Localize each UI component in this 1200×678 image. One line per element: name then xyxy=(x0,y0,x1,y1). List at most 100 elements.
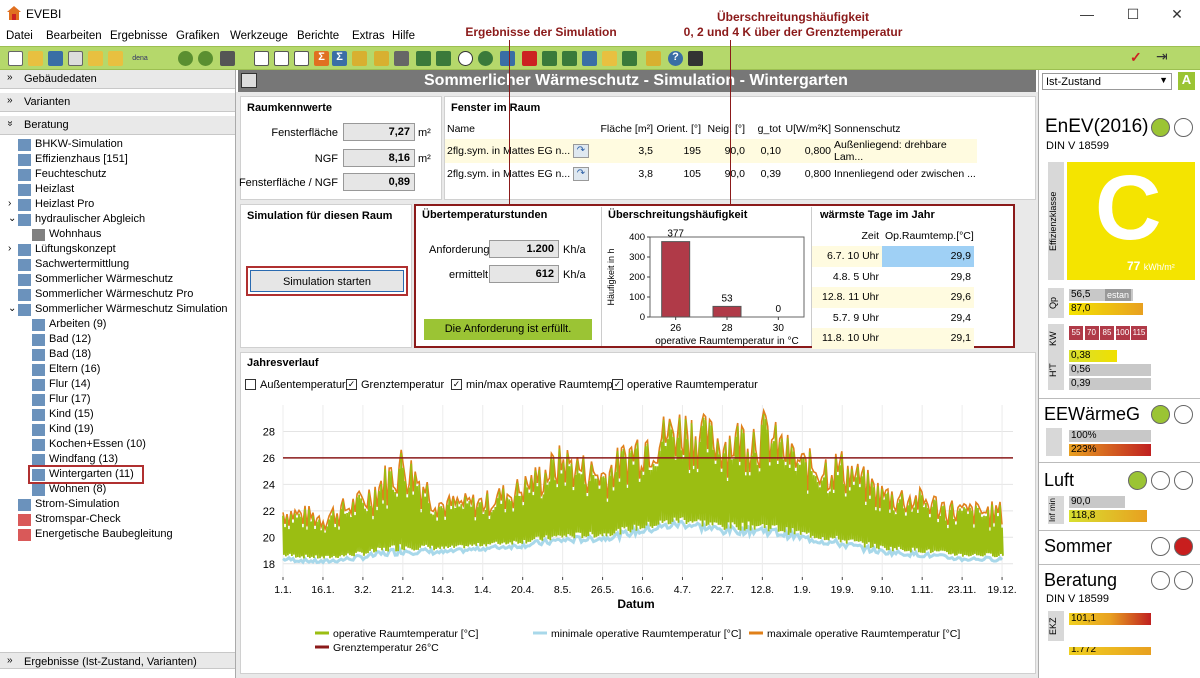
x-tick-label: 16.1. xyxy=(311,584,334,596)
house-icon[interactable] xyxy=(562,51,577,66)
fensterflaeche-unit: m² xyxy=(418,127,431,139)
checkbox[interactable]: ✓ xyxy=(612,379,623,390)
section-beratung[interactable]: » Beratung xyxy=(0,116,235,135)
fensterflaeche-label: Fensterfläche xyxy=(271,127,338,139)
exit-icon[interactable]: ⇥ xyxy=(1156,48,1168,64)
menu-grafiken[interactable]: Grafiken xyxy=(176,30,220,42)
beratung-title: Beratung xyxy=(1044,570,1118,590)
maximize-button[interactable]: ☐ xyxy=(1126,5,1140,22)
page-icon[interactable] xyxy=(294,51,309,66)
anforderung-value: 1.200 xyxy=(489,240,559,258)
fan-icon[interactable] xyxy=(458,51,473,66)
max-temp-line xyxy=(282,407,1003,533)
new-file-icon[interactable] xyxy=(8,51,23,66)
qp-label: Qp xyxy=(1048,288,1064,318)
table-row[interactable]: 6.7. 10 Uhr 29,9 xyxy=(812,246,974,267)
ratio-label: Fensterfläche / NGF xyxy=(238,177,338,189)
wand-icon[interactable] xyxy=(220,51,235,66)
checkbox[interactable]: ✓ xyxy=(451,379,462,390)
report-icon[interactable] xyxy=(274,51,289,66)
edit-window-icon[interactable]: ↷ xyxy=(573,166,589,181)
simulation-start-button[interactable]: Simulation starten xyxy=(250,270,404,292)
status-green-circle xyxy=(1151,118,1170,137)
section-varianten[interactable]: » Varianten xyxy=(0,93,235,112)
tool-a-icon[interactable] xyxy=(416,51,431,66)
kw-bar: 85 xyxy=(1100,326,1114,340)
redo-icon[interactable] xyxy=(198,51,213,66)
check-tool-icon[interactable] xyxy=(542,51,557,66)
copy-icon[interactable] xyxy=(68,51,83,66)
table-row[interactable]: 2flg.sym. in Mattes EG n... ↷ 3,8 105 90… xyxy=(447,166,976,181)
tool-b-icon[interactable] xyxy=(436,51,451,66)
expander-icon[interactable]: ⌄ xyxy=(8,303,17,314)
menu-datei[interactable]: Datei xyxy=(6,30,33,42)
dena-icon[interactable]: dena xyxy=(128,51,152,66)
table-row[interactable]: 4.8. 5 Uhr 29,8 xyxy=(812,266,974,287)
table-row[interactable]: 5.7. 9 Uhr 29,4 xyxy=(812,307,974,328)
variant-select[interactable]: Ist-Zustand ▼ xyxy=(1042,73,1172,90)
calculator-icon[interactable] xyxy=(688,51,703,66)
expander-icon[interactable]: › xyxy=(8,243,12,254)
euro-icon[interactable] xyxy=(582,51,597,66)
chevron-right-icon: » xyxy=(7,655,13,666)
checkbox[interactable]: ✓ xyxy=(346,379,357,390)
efficiency-value: 77 kWh/m² xyxy=(1127,259,1175,273)
bar xyxy=(661,241,691,318)
sum-icon[interactable]: Σ xyxy=(314,51,329,66)
table-row[interactable]: 12.8. 11 Uhr 29,6 xyxy=(812,287,974,308)
chevron-down-icon: » xyxy=(4,120,16,127)
status-green-circle xyxy=(1128,471,1147,490)
y-tick-label: 300 xyxy=(629,252,645,263)
menu-extras[interactable]: Extras xyxy=(352,30,385,42)
ermittelt-value: 612 xyxy=(489,265,559,283)
menu-hilfe[interactable]: Hilfe xyxy=(392,30,416,42)
sun-icon[interactable] xyxy=(500,51,515,66)
y-tick-label: 100 xyxy=(629,292,645,303)
menu-werkzeuge[interactable]: Werkzeuge xyxy=(230,30,288,42)
save-icon[interactable] xyxy=(48,51,63,66)
power-icon[interactable] xyxy=(522,51,537,66)
document-icon[interactable] xyxy=(254,51,269,66)
folder-icon[interactable] xyxy=(108,51,123,66)
app-logo-icon xyxy=(7,6,21,20)
menu-ergebnisse[interactable]: Ergebnisse xyxy=(110,30,168,42)
x-tick-label: 3.2. xyxy=(354,584,372,596)
help-icon[interactable]: ? xyxy=(668,51,683,66)
menu-berichte[interactable]: Berichte xyxy=(297,30,340,42)
edit-window-icon[interactable]: ↷ xyxy=(573,144,589,158)
assistant-a-icon[interactable]: A xyxy=(1178,72,1195,90)
undo-icon[interactable] xyxy=(178,51,193,66)
confirm-icon[interactable]: ✓ xyxy=(1130,49,1142,65)
hierarchy-icon[interactable] xyxy=(352,51,367,66)
series-toggles: Außentemperatur ✓ Grenztemperatur ✓ min/ma… xyxy=(245,379,845,393)
x-tick-label: 12.8. xyxy=(751,584,774,596)
ht-bar-2: 0,56 xyxy=(1069,364,1151,376)
ht-bar-1: 0,38 xyxy=(1069,350,1117,362)
table-row[interactable]: 2flg.sym. in Mattes EG n... ↷ 3,5 195 90… xyxy=(445,139,977,163)
globe-icon[interactable] xyxy=(478,51,493,66)
selected-item-highlight xyxy=(28,465,144,484)
expander-icon[interactable]: › xyxy=(8,198,12,209)
checkbox[interactable] xyxy=(245,379,256,390)
section-ergebnisse[interactable]: » Ergebnisse (Ist-Zustand, Varianten) xyxy=(0,652,235,669)
minimize-button[interactable]: — xyxy=(1080,6,1094,22)
bulb-icon[interactable] xyxy=(602,51,617,66)
building-icon[interactable] xyxy=(374,51,389,66)
expander-icon[interactable]: ⌄ xyxy=(8,213,17,224)
menu-bearbeiten[interactable]: Bearbeiten xyxy=(46,30,102,42)
section-gebaeudedaten[interactable]: » Gebäudedaten xyxy=(0,70,235,89)
table-row[interactable]: 11.8. 10 Uhr 29,1 xyxy=(812,328,974,349)
print-preview-icon[interactable] xyxy=(241,73,257,88)
tree-item-icon xyxy=(32,319,45,331)
close-button[interactable]: ✕ xyxy=(1171,5,1183,22)
tree-item-icon xyxy=(18,289,31,301)
y-tick-label: 24 xyxy=(263,479,275,491)
sum-blue-icon[interactable]: Σ xyxy=(332,51,347,66)
print-icon[interactable] xyxy=(394,51,409,66)
open-folder-icon[interactable] xyxy=(28,51,43,66)
folder-arrow-icon[interactable] xyxy=(88,51,103,66)
house-plus-icon[interactable] xyxy=(622,51,637,66)
x-tick-label: 8.5. xyxy=(554,584,572,596)
lock-icon[interactable] xyxy=(646,51,661,66)
tree-item-icon xyxy=(32,424,45,436)
